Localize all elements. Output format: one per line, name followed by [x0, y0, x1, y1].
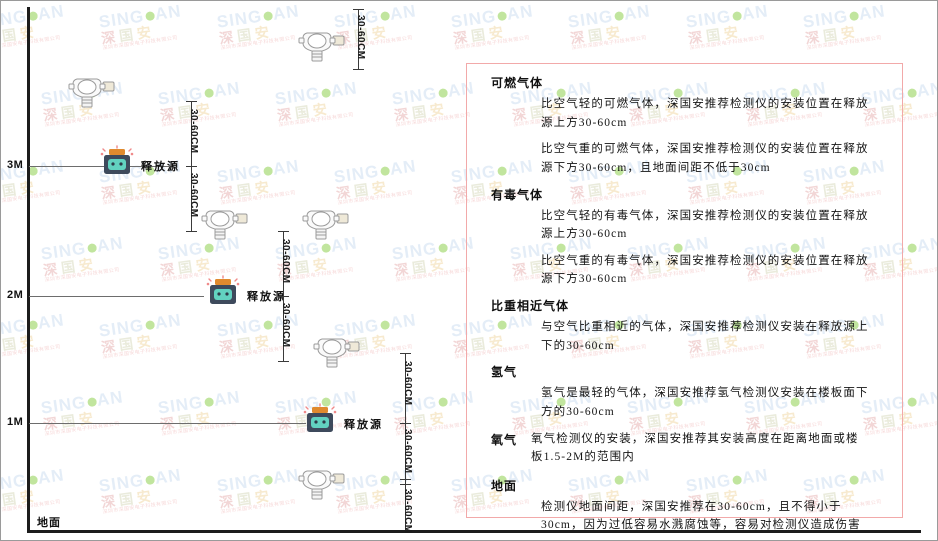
dimension-label-30-60cm: 30-60CM — [188, 109, 199, 154]
dimension-label-30-60cm: 30-60CM — [280, 239, 291, 284]
ground-axis — [27, 530, 921, 533]
ground-label: 地面 — [37, 517, 61, 529]
dimension-tick — [186, 166, 197, 167]
guidance-panel: 可燃气体比空气轻的可燃气体，深国安推荐检测仪的安装位置在释放源上方30-60cm… — [466, 63, 903, 531]
release-source-icon — [301, 403, 339, 442]
panel-paragraph: 氧气检测仪的安装，深国安推荐其安装高度在距离地面或楼板1.5-2M的范围内 — [531, 432, 859, 464]
dimension-label-30-60cm: 30-60CM — [402, 429, 413, 474]
level-line-3m — [29, 166, 174, 167]
panel-section-title: 有毒气体 — [491, 187, 544, 202]
panel-section-toxic: 有毒气体比空气轻的有毒气体，深国安推荐检测仪的安装位置在释放源上方30-60cm… — [479, 186, 890, 290]
gas-detector-icon — [297, 23, 349, 70]
panel-paragraph: 氢气是最轻的气体，深国安推荐氢气检测仪安装在楼板面下方的30-60cm — [541, 387, 869, 418]
panel-paragraph: 比空气重的可燃气体，深国安推荐检测仪的安装位置在释放源下方30-60cm，且地面… — [541, 143, 869, 174]
vertical-axis — [27, 7, 30, 533]
gas-detector-icon — [301, 201, 353, 248]
panel-paragraph: 比空气轻的可燃气体，深国安推荐检测仪的安装位置在释放源上方30-60cm — [541, 98, 869, 129]
panel-section-body: 氧气检测仪的安装，深国安推荐其安装高度在距离地面或楼板1.5-2M的范围内 — [517, 430, 861, 475]
dimension-tick — [278, 231, 289, 232]
release-source-label: 释放源 — [247, 291, 286, 303]
dimension-tick — [353, 9, 364, 10]
release-source-icon — [204, 275, 242, 314]
gas-detector-icon — [312, 329, 364, 376]
dimension-tick — [400, 479, 411, 480]
panel-section-flammable: 可燃气体比空气轻的可燃气体，深国安推荐检测仪的安装位置在释放源上方30-60cm… — [479, 74, 890, 178]
panel-paragraph: 比空气轻的有毒气体，深国安推荐检测仪的安装位置在释放源上方30-60cm — [541, 209, 869, 241]
panel-section-title: 可燃气体 — [491, 76, 544, 90]
panel-section-hydrogen: 氢气氢气是最轻的气体，深国安推荐氢气检测仪安装在楼板面下方的30-60cm — [479, 363, 890, 421]
dimension-tick — [400, 484, 411, 485]
level-line-2m — [29, 296, 204, 297]
gas-detector-icon — [67, 69, 119, 116]
dimension-tick — [278, 296, 289, 297]
dimension-tick — [186, 231, 197, 232]
panel-section-title: 地面 — [491, 478, 518, 493]
panel-section-oxygen: 氧气 氧气检测仪的安装，深国安推荐其安装高度在距离地面或楼板1.5-2M的范围内 — [479, 430, 890, 475]
dimension-label-30-60cm: 30-60CM — [188, 173, 199, 218]
release-source-label: 释放源 — [344, 419, 383, 431]
dimension-line-d — [405, 353, 406, 530]
dimension-label-30-60cm: 30-60CM — [402, 489, 413, 534]
panel-section-title: 氢气 — [491, 365, 518, 380]
dimension-tick — [353, 69, 364, 70]
dimension-label-30-60cm: 30-60CM — [402, 361, 413, 406]
level-label-2m: 2M — [7, 289, 24, 301]
dimension-line-a — [358, 9, 359, 69]
level-label-3m: 3M — [7, 159, 24, 171]
release-source-label: 释放源 — [141, 161, 180, 173]
panel-section-title: 氧气 — [491, 432, 518, 447]
dimension-tick — [186, 101, 197, 102]
dimension-label-30-60cm: 30-60CM — [280, 303, 291, 348]
dimension-tick — [278, 361, 289, 362]
level-label-1m: 1M — [7, 416, 24, 428]
panel-paragraph: 与空气比重相近的气体，深国安推荐检测仪安装在释放源上下的30-60cm — [541, 321, 869, 352]
panel-section-similar-density: 比重相近气体与空气比重相近的气体，深国安推荐检测仪安装在释放源上下的30-60c… — [479, 297, 890, 355]
panel-paragraph: 检测仪地面间距，深国安推荐在30-60cm，且不得小于30cm，因为过低容易水溅… — [541, 500, 861, 532]
dimension-tick — [400, 423, 411, 424]
panel-paragraph: 比空气重的有毒气体，深国安推荐检测仪的安装位置在释放源下方30-60cm — [541, 254, 869, 286]
gas-detector-icon — [297, 461, 349, 508]
dimension-tick — [400, 353, 411, 354]
panel-section-title: 比重相近气体 — [491, 299, 570, 313]
release-source-icon — [98, 145, 136, 184]
panel-section-ground: 地面检测仪地面间距，深国安推荐在30-60cm，且不得小于30cm，因为过低容易… — [479, 477, 890, 535]
level-line-1m — [29, 423, 306, 424]
dimension-label-30-60cm: 30-60CM — [355, 15, 366, 60]
gas-detector-icon — [200, 201, 252, 248]
